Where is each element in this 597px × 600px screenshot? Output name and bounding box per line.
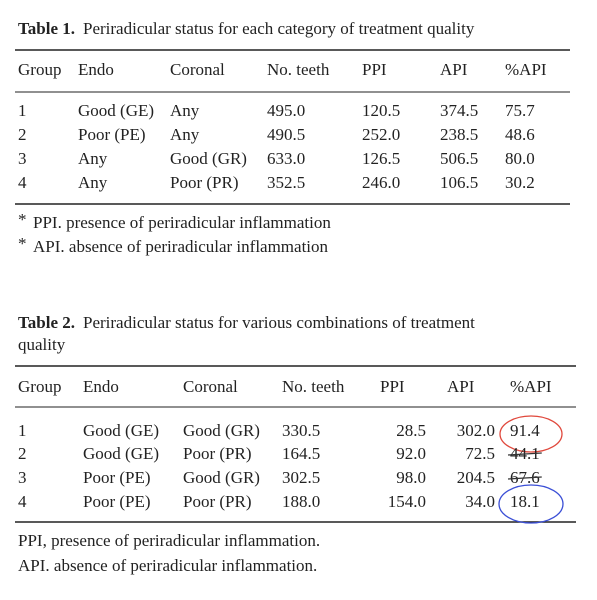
table-cell: 154.0 xyxy=(388,492,426,511)
table-cell: Any xyxy=(78,173,108,192)
table-cell: 34.0 xyxy=(465,492,495,511)
table-cell: 120.5 xyxy=(362,101,400,120)
table-cell: 302.0 xyxy=(457,421,495,440)
column-header: No. teeth xyxy=(282,377,345,396)
caption-text: Periradicular status for each category o… xyxy=(83,19,475,38)
table-cell: Poor (PE) xyxy=(83,492,151,511)
table-cell: Good (GE) xyxy=(83,444,159,463)
strike-through xyxy=(507,452,542,456)
table-cell: 4 xyxy=(18,492,27,511)
table-cell: 374.5 xyxy=(440,101,478,120)
column-header: %API xyxy=(510,377,552,396)
column-header: Endo xyxy=(83,377,119,396)
table-cell: 188.0 xyxy=(282,492,320,511)
table-cell: Poor (PE) xyxy=(83,468,151,487)
footnote-mark: * xyxy=(18,234,27,253)
table-cell: Good (GR) xyxy=(170,149,247,168)
column-header: Group xyxy=(18,60,61,79)
table-cell: 4 xyxy=(18,173,27,192)
table-cell: Any xyxy=(170,125,200,144)
table-cell: 91.4 xyxy=(510,421,540,440)
table-cell: 1 xyxy=(18,101,27,120)
table-cell: 48.6 xyxy=(505,125,535,144)
table-cell: 302.5 xyxy=(282,468,320,487)
table-cell: 1 xyxy=(18,421,27,440)
table-cell: 98.0 xyxy=(396,468,426,487)
table-cell: 80.0 xyxy=(505,149,535,168)
table-cell: 28.5 xyxy=(396,421,426,440)
red-circle xyxy=(499,415,563,453)
table-cell: Good (GE) xyxy=(78,101,154,120)
table-cell: 92.0 xyxy=(396,444,426,463)
table-cell: Good (GE) xyxy=(83,421,159,440)
column-header: Coronal xyxy=(170,60,225,79)
table-cell: Good (GR) xyxy=(183,468,260,487)
table-cell: 164.5 xyxy=(282,444,320,463)
table-cell: 246.0 xyxy=(362,173,400,192)
table-cell: 330.5 xyxy=(282,421,320,440)
table-cell: 490.5 xyxy=(267,125,305,144)
footnote-mark: * xyxy=(18,210,27,229)
footnote: API. absence of periradicular inflammati… xyxy=(18,556,317,575)
table-caption: Table 1. Periradicular status for each ca… xyxy=(18,19,475,38)
table-cell: 3 xyxy=(18,149,27,168)
table-cell: Any xyxy=(170,101,200,120)
table-cell: Poor (PR) xyxy=(183,444,251,463)
footnote: PPI, presence of periradicular inflammat… xyxy=(18,531,320,550)
strike-through xyxy=(507,476,542,480)
table-cell: Poor (PR) xyxy=(170,173,238,192)
table-cell: Good (GR) xyxy=(183,421,260,440)
column-header: Group xyxy=(18,377,61,396)
table-cell: 352.5 xyxy=(267,173,305,192)
table-cell: 106.5 xyxy=(440,173,478,192)
table-cell: 2 xyxy=(18,125,27,144)
column-header: No. teeth xyxy=(267,60,330,79)
table-cell: 72.5 xyxy=(465,444,495,463)
table-cell: 18.1 xyxy=(510,492,540,511)
column-header: %API xyxy=(505,60,547,79)
column-header: API xyxy=(440,60,468,79)
column-header: API xyxy=(447,377,475,396)
table-cell: 3 xyxy=(18,468,27,487)
table-cell: Any xyxy=(78,149,108,168)
table-cell: 506.5 xyxy=(440,149,478,168)
table-cell: 2 xyxy=(18,444,27,463)
caption-label: Table 2. xyxy=(18,313,75,332)
table-cell: 30.2 xyxy=(505,173,535,192)
table-cell: 75.7 xyxy=(505,101,535,120)
footnote: API. absence of periradicular inflammati… xyxy=(33,237,329,256)
table-cell: 126.5 xyxy=(362,149,400,168)
caption-label: Table 1. xyxy=(18,19,75,38)
column-header: Endo xyxy=(78,60,114,79)
column-header: PPI xyxy=(380,377,405,396)
column-header: Coronal xyxy=(183,377,238,396)
blue-circle xyxy=(498,484,564,524)
table-cell: Poor (PE) xyxy=(78,125,146,144)
caption-text: quality xyxy=(18,335,66,354)
column-header: PPI xyxy=(362,60,387,79)
table-cell: 252.0 xyxy=(362,125,400,144)
table-cell: 633.0 xyxy=(267,149,305,168)
table-caption: Table 2. Periradicular status for various… xyxy=(18,313,475,332)
footnote: PPI. presence of periradicular inflammat… xyxy=(33,213,331,232)
table-caption: quality xyxy=(18,335,66,354)
table-cell: 204.5 xyxy=(457,468,495,487)
table-cell: 238.5 xyxy=(440,125,478,144)
table-cell: 495.0 xyxy=(267,101,305,120)
caption-text: Periradicular status for various combina… xyxy=(83,313,475,332)
table-cell: Poor (PR) xyxy=(183,492,251,511)
